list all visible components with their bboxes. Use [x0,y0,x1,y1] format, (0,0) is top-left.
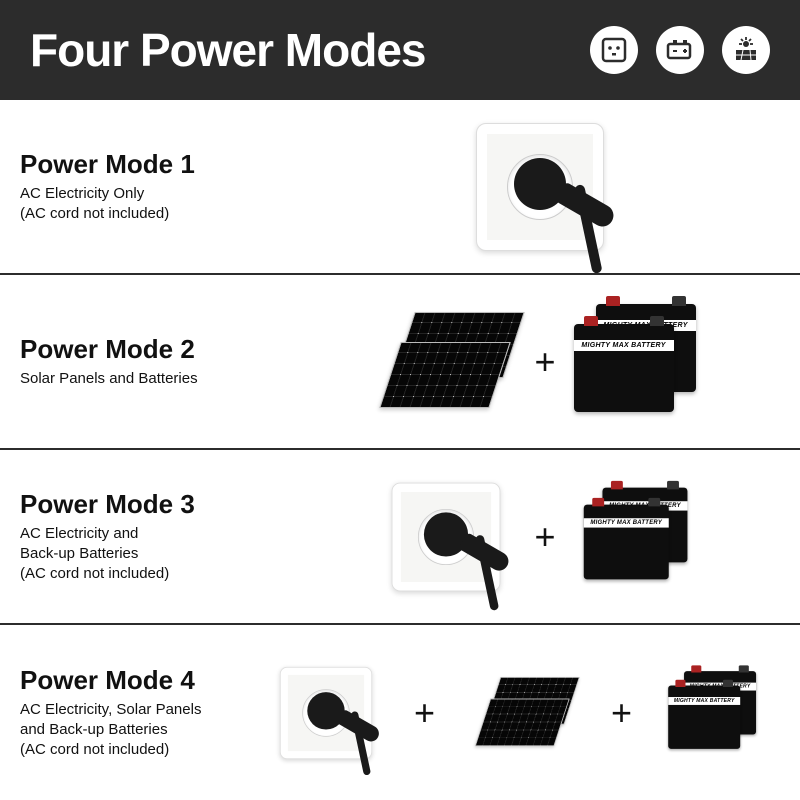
mode-row-4: Power Mode 4 AC Electricity, Solar Panel… [0,625,800,800]
solar-panel-icon [376,312,516,412]
battery-icon [656,26,704,74]
mode-sub: AC Electricity, Solar Panelsand Back-up … [20,700,246,761]
batteries-icon: MIGHTY MAX BATTERY MIGHTY MAX BATTERY [583,488,694,586]
mode-sub: AC Electricity Only(AC cord not included… [20,184,290,225]
header: Four Power Modes [0,0,800,100]
ac-outlet-icon [387,477,506,596]
mode-sub: Solar Panels and Batteries [20,369,290,389]
outlet-icon [590,26,638,74]
mode-row-2: Power Mode 2 Solar Panels and Batteries … [0,275,800,450]
mode-title: Power Mode 2 [20,334,290,365]
plus-icon: + [534,341,555,383]
mode-row-3: Power Mode 3 AC Electricity andBack-up B… [0,450,800,625]
header-title: Four Power Modes [30,23,590,77]
mode-images: + + MIGHTY MAX BATTERY MIGHTY MAX BATTER… [256,643,780,783]
mode-label: Power Mode 4 AC Electricity, Solar Panel… [20,665,256,761]
mode-label: Power Mode 2 Solar Panels and Batteries [20,334,300,389]
mode-title: Power Mode 1 [20,149,290,180]
plus-icon: + [534,516,555,558]
mode-label: Power Mode 1 AC Electricity Only(AC cord… [20,149,300,225]
ac-outlet-icon [470,117,610,257]
mode-title: Power Mode 4 [20,665,246,696]
plus-icon: + [414,692,435,734]
mode-images [300,117,780,257]
solar-panel-icon [473,677,574,749]
mode-images: + MIGHTY MAX BATTERY MIGHTY MAX BATTERY [300,467,780,607]
mode-row-1: Power Mode 1 AC Electricity Only(AC cord… [0,100,800,275]
batteries-icon: MIGHTY MAX BATTERY MIGHTY MAX BATTERY [668,671,762,754]
header-icons [590,26,770,74]
ac-outlet-icon [276,662,377,763]
mode-images: + MIGHTY MAX BATTERY MIGHTY MAX BATTERY [300,304,780,419]
solar-icon [722,26,770,74]
mode-sub: AC Electricity andBack-up Batteries(AC c… [20,524,290,585]
mode-label: Power Mode 3 AC Electricity andBack-up B… [20,489,300,585]
mode-title: Power Mode 3 [20,489,290,520]
modes-table: Power Mode 1 AC Electricity Only(AC cord… [0,100,800,800]
plus-icon: + [611,692,632,734]
batteries-icon: MIGHTY MAX BATTERY MIGHTY MAX BATTERY [574,304,704,419]
